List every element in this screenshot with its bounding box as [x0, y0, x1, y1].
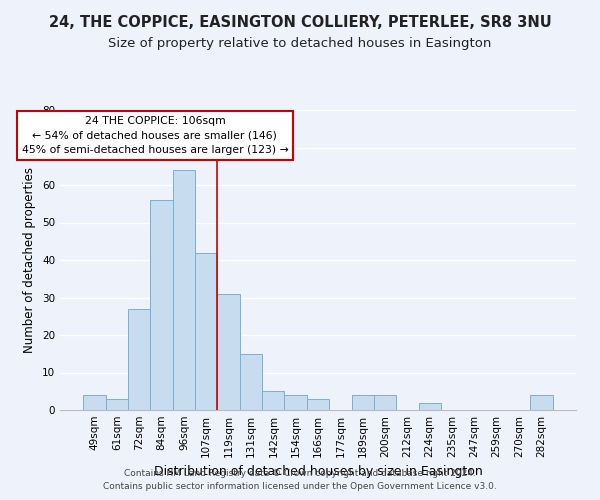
Bar	[128, 308, 151, 410]
Text: Size of property relative to detached houses in Easington: Size of property relative to detached ho…	[109, 38, 491, 51]
Bar	[217, 294, 240, 410]
Bar	[173, 170, 195, 410]
Bar	[419, 402, 441, 410]
Y-axis label: Number of detached properties: Number of detached properties	[23, 167, 37, 353]
Bar	[195, 252, 217, 410]
Bar	[240, 354, 262, 410]
Bar	[284, 395, 307, 410]
Bar	[83, 395, 106, 410]
Bar	[151, 200, 173, 410]
Text: 24 THE COPPICE: 106sqm
← 54% of detached houses are smaller (146)
45% of semi-de: 24 THE COPPICE: 106sqm ← 54% of detached…	[22, 116, 289, 155]
Bar	[106, 399, 128, 410]
Text: Contains public sector information licensed under the Open Government Licence v3: Contains public sector information licen…	[103, 482, 497, 491]
Bar	[530, 395, 553, 410]
Text: Contains HM Land Registry data © Crown copyright and database right 2024.: Contains HM Land Registry data © Crown c…	[124, 468, 476, 477]
Bar	[307, 399, 329, 410]
Text: 24, THE COPPICE, EASINGTON COLLIERY, PETERLEE, SR8 3NU: 24, THE COPPICE, EASINGTON COLLIERY, PET…	[49, 15, 551, 30]
X-axis label: Distribution of detached houses by size in Easington: Distribution of detached houses by size …	[154, 466, 482, 478]
Bar	[352, 395, 374, 410]
Bar	[262, 391, 284, 410]
Bar	[374, 395, 396, 410]
